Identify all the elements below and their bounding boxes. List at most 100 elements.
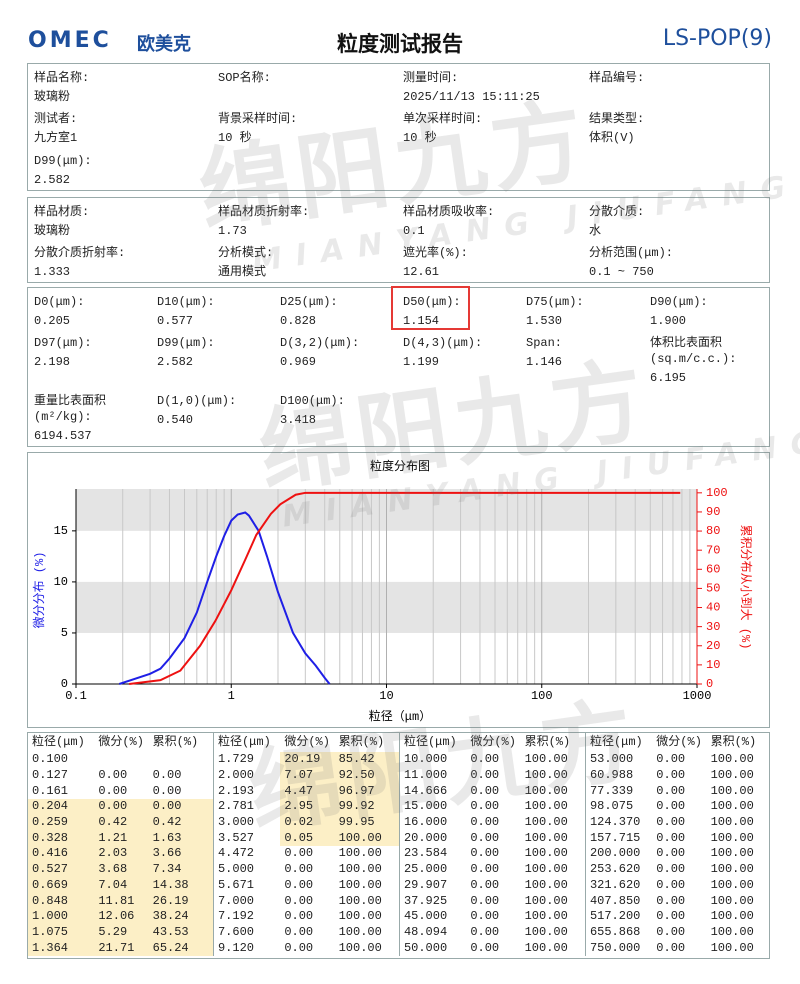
table-cell: 7.000 — [212, 893, 281, 909]
info-cell: D10(μm): 0.577 — [157, 294, 280, 331]
info-value: 1.900 — [650, 314, 687, 328]
table-row: 0.328 1.21 1.63 3.527 0.05 100.00 20.000 0.00 10… — [28, 830, 771, 847]
table-cell: 65.24 — [148, 940, 214, 956]
table-cell: 0.00 — [656, 815, 686, 830]
table-cell: 321.620 — [584, 877, 653, 894]
info-label: 样品材质折射率: — [218, 205, 310, 219]
table-cell: 100.00 — [524, 752, 568, 767]
table-row: 0.100 1.729 20.19 85.42 10.000 0.00 100.00 53.0… — [28, 752, 771, 768]
table-cell: 100.00 — [524, 877, 568, 892]
table-cell: 7.34 — [148, 861, 214, 878]
table-cell: 100.00 — [524, 924, 568, 939]
info-value: 1.146 — [526, 355, 563, 370]
sample-info: 样品名称: 玻璃粉 SOP名称: 测量时间: 2025/11/13 15:11:25 样品… — [27, 63, 770, 191]
table-cell: 0.00 — [656, 846, 686, 861]
table-cell: 0.00 — [152, 768, 182, 783]
info-label: 样品材质: — [34, 205, 90, 219]
logo: OMEC — [28, 28, 112, 53]
table-cell: 2.193 — [212, 783, 281, 800]
table-cell: 750.000 — [584, 940, 653, 956]
info-cell: 分散介质: 水 — [589, 204, 769, 241]
table-cell: 100.00 — [334, 830, 400, 847]
table-header-cell: 累积(%) — [524, 735, 571, 749]
table-cell: 7.192 — [212, 908, 281, 925]
table-cell: 0.00 — [470, 862, 500, 877]
info-label: Span: — [526, 336, 563, 351]
info-label: D100(μm): — [280, 393, 345, 408]
info-cell: 分析范围(μm): 0.1 ~ 750 — [589, 245, 769, 282]
table-cell: 37.925 — [398, 893, 467, 909]
table-header-cell: 累积(%) — [152, 735, 199, 749]
info-value: 0.1 — [403, 224, 425, 238]
info-label: 体积比表面积(sq.m/c.c.): — [650, 336, 737, 367]
y-axis-label: 微分分布 (%) — [32, 552, 47, 629]
table-cell: 45.000 — [398, 908, 467, 925]
table-header-cell: 累积(%) — [710, 735, 757, 749]
table-cell: 0.00 — [284, 924, 314, 939]
y2-tick-label: 20 — [706, 639, 720, 653]
table-cell: 0.00 — [656, 940, 686, 955]
table-row: 0.161 0.00 0.00 2.193 4.47 96.97 14.666 0.00 100… — [28, 783, 771, 800]
table-cell: 0.00 — [152, 783, 182, 798]
table-cell: 0.00 — [656, 862, 686, 877]
table-cell: 0.00 — [470, 846, 500, 861]
table-cell: 100.00 — [524, 799, 568, 814]
table-cell: 0.00 — [470, 799, 500, 814]
table-cell: 0.00 — [656, 877, 686, 892]
info-cell: 样品材质吸收率: 0.1 — [403, 204, 589, 241]
info-value: 10 秒 — [218, 131, 252, 146]
table-cell: 43.53 — [148, 924, 214, 941]
x-tick-label: 1000 — [683, 689, 712, 703]
x-axis-label: 粒径（μm） — [369, 708, 431, 724]
table-cell: 7.600 — [212, 924, 281, 941]
info-cell: D100(μm): 3.418 — [280, 393, 403, 446]
table-cell: 0.669 — [28, 877, 95, 894]
info-cell: D99(μm): 2.582 — [34, 153, 218, 190]
table-cell: 100.00 — [710, 783, 754, 798]
info-label: 样品材质吸收率: — [403, 205, 495, 219]
table-cell: 100.00 — [710, 799, 754, 814]
info-label: D97(μm): — [34, 336, 92, 351]
info-label: D99(μm): — [34, 153, 92, 168]
table-cell: 0.527 — [28, 861, 95, 878]
table-cell: 100.00 — [710, 909, 754, 924]
table-cell: 1.364 — [28, 940, 95, 956]
table-cell: 124.370 — [584, 814, 653, 831]
info-label: 遮光率(%): — [403, 246, 468, 260]
info-label: 分析模式: — [218, 246, 274, 260]
info-label: 结果类型: — [589, 112, 645, 127]
table-cell: 655.868 — [584, 924, 653, 941]
info-label: 分散介质: — [589, 205, 645, 219]
table-cell: 0.42 — [148, 814, 214, 831]
table-cell: 9.120 — [212, 940, 281, 956]
table-cell: 0.00 — [470, 940, 500, 955]
info-cell: 测试者: 九方室1 — [34, 111, 218, 148]
table-cell: 14.38 — [148, 877, 214, 894]
info-label: D75(μm): — [526, 295, 584, 309]
chart-frame — [27, 452, 770, 728]
info-cell: D25(μm): 0.828 — [280, 294, 403, 331]
table-cell: 100.00 — [710, 815, 754, 830]
table-cell: 407.850 — [584, 893, 653, 909]
table-cell: 100.00 — [710, 862, 754, 877]
table-cell: 29.907 — [398, 877, 467, 894]
table-cell: 53.000 — [584, 752, 653, 768]
table-cell: 100.00 — [524, 830, 568, 845]
info-label: D10(μm): — [157, 295, 215, 309]
table-cell: 100.00 — [524, 893, 568, 908]
table-cell: 25.000 — [398, 861, 467, 878]
table-cell: 3.527 — [212, 830, 281, 847]
y2-tick-label: 90 — [706, 505, 720, 519]
highlight-box — [391, 286, 470, 330]
table-cell: 3.68 — [94, 861, 149, 878]
table-cell: 0.00 — [656, 768, 686, 783]
table-cell: 0.00 — [656, 924, 686, 939]
info-value: 玻璃粉 — [34, 224, 71, 238]
table-cell: 0.00 — [470, 877, 500, 892]
table-cell: 2.000 — [212, 767, 281, 784]
info-value: 通用模式 — [218, 265, 267, 279]
info-label: 分析范围(μm): — [589, 246, 674, 260]
table-header-cell: 累积(%) — [338, 735, 385, 749]
y2-axis-label: 累积分布从小到大 (%) — [738, 525, 753, 650]
table-cell: 0.00 — [656, 909, 686, 924]
